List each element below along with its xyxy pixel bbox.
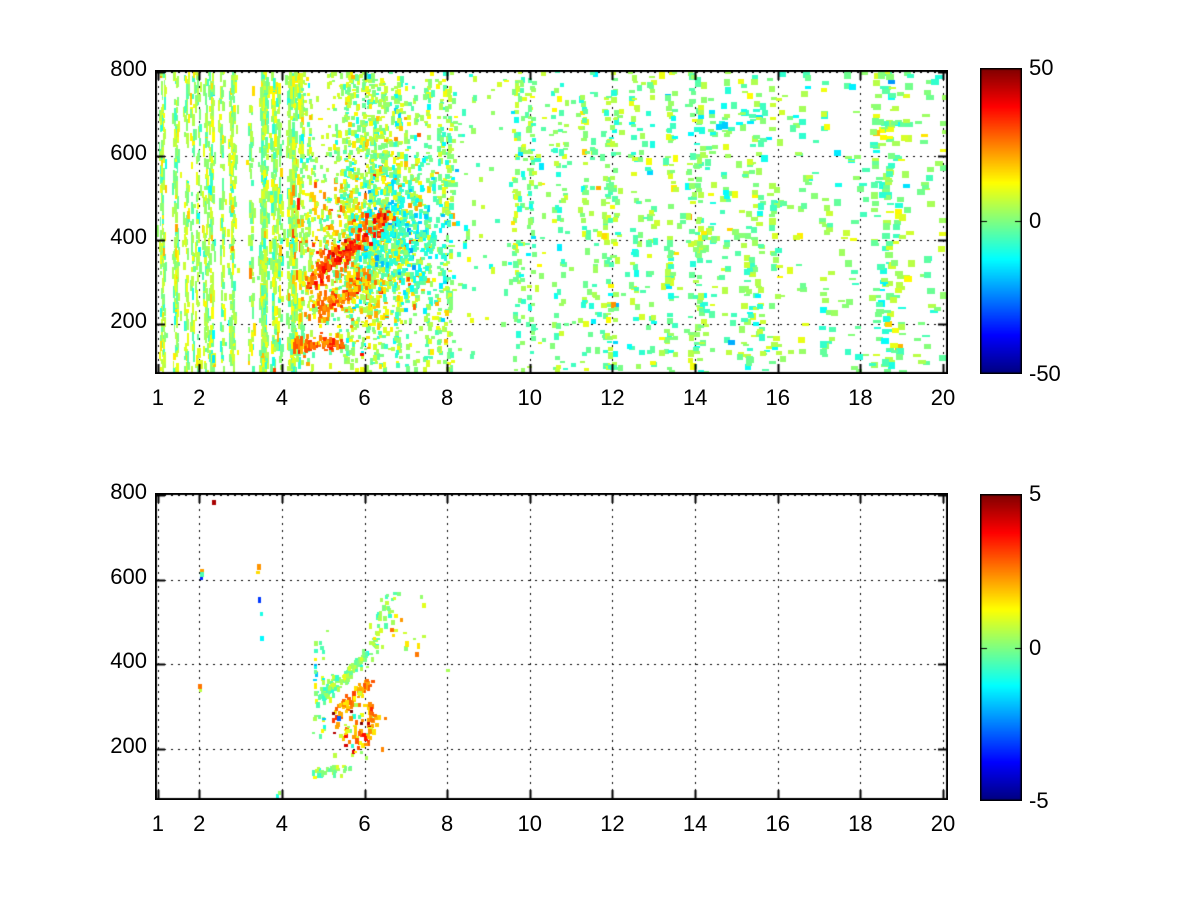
x-tick-label: 16 (765, 811, 790, 836)
y-tick-label: 800 (110, 56, 147, 82)
bottom-plot-canvas (155, 493, 948, 800)
colorbar-tick-label: 0 (1029, 208, 1042, 233)
x-tick-label: 20 (930, 385, 956, 410)
top-colorbar: 50 0 -50 (980, 55, 1061, 386)
x-tick-label: 8 (441, 385, 454, 410)
x-tick-label: 4 (275, 811, 288, 836)
bottom-plot: 1 2 4 6 8 10 12 14 16 18 20 200 400 600 800 (110, 479, 955, 836)
y-tick-label: 400 (110, 648, 147, 674)
y-tick-label: 800 (110, 479, 147, 505)
top-colorbar-canvas (980, 68, 1022, 374)
x-tick-label: 14 (682, 811, 708, 836)
y-tick-label: 600 (110, 563, 147, 589)
colorbar-tick-label: -5 (1029, 788, 1049, 813)
y-tick-label: 600 (110, 139, 147, 165)
x-tick-label: 6 (358, 811, 371, 836)
colorbar-tick-label: 0 (1029, 634, 1042, 660)
x-tick-label: 1 (151, 811, 165, 836)
x-tick-label: 1 (151, 385, 165, 410)
y-tick-label: 400 (110, 223, 147, 249)
x-tick-label: 10 (517, 385, 543, 410)
bottom-colorbar-canvas (980, 494, 1022, 801)
y-tick-label: 200 (110, 307, 147, 333)
bottom-colorbar: 5 0 -5 (980, 481, 1049, 813)
x-tick-label: 2 (193, 811, 206, 836)
colorbar-tick-label: 5 (1029, 481, 1042, 506)
top-plot-canvas (155, 70, 948, 374)
x-tick-label: 20 (930, 811, 956, 836)
x-tick-label: 6 (358, 385, 371, 410)
x-tick-label: 16 (765, 385, 790, 410)
x-tick-label: 18 (848, 811, 873, 836)
y-tick-label: 200 (110, 733, 147, 759)
x-tick-label: 18 (848, 385, 873, 410)
x-tick-label: 12 (600, 385, 625, 410)
x-tick-label: 12 (600, 811, 625, 836)
x-tick-label: 10 (517, 811, 543, 836)
top-plot: 1 2 4 6 8 10 12 14 16 18 20 200 400 600 800 (110, 56, 955, 410)
x-tick-label: 14 (682, 385, 708, 410)
x-tick-label: 8 (441, 811, 454, 836)
colorbar-tick-label: -50 (1029, 361, 1061, 386)
x-tick-label: 2 (193, 385, 206, 410)
x-tick-label: 4 (275, 385, 288, 410)
colorbar-tick-label: 50 (1029, 55, 1054, 80)
